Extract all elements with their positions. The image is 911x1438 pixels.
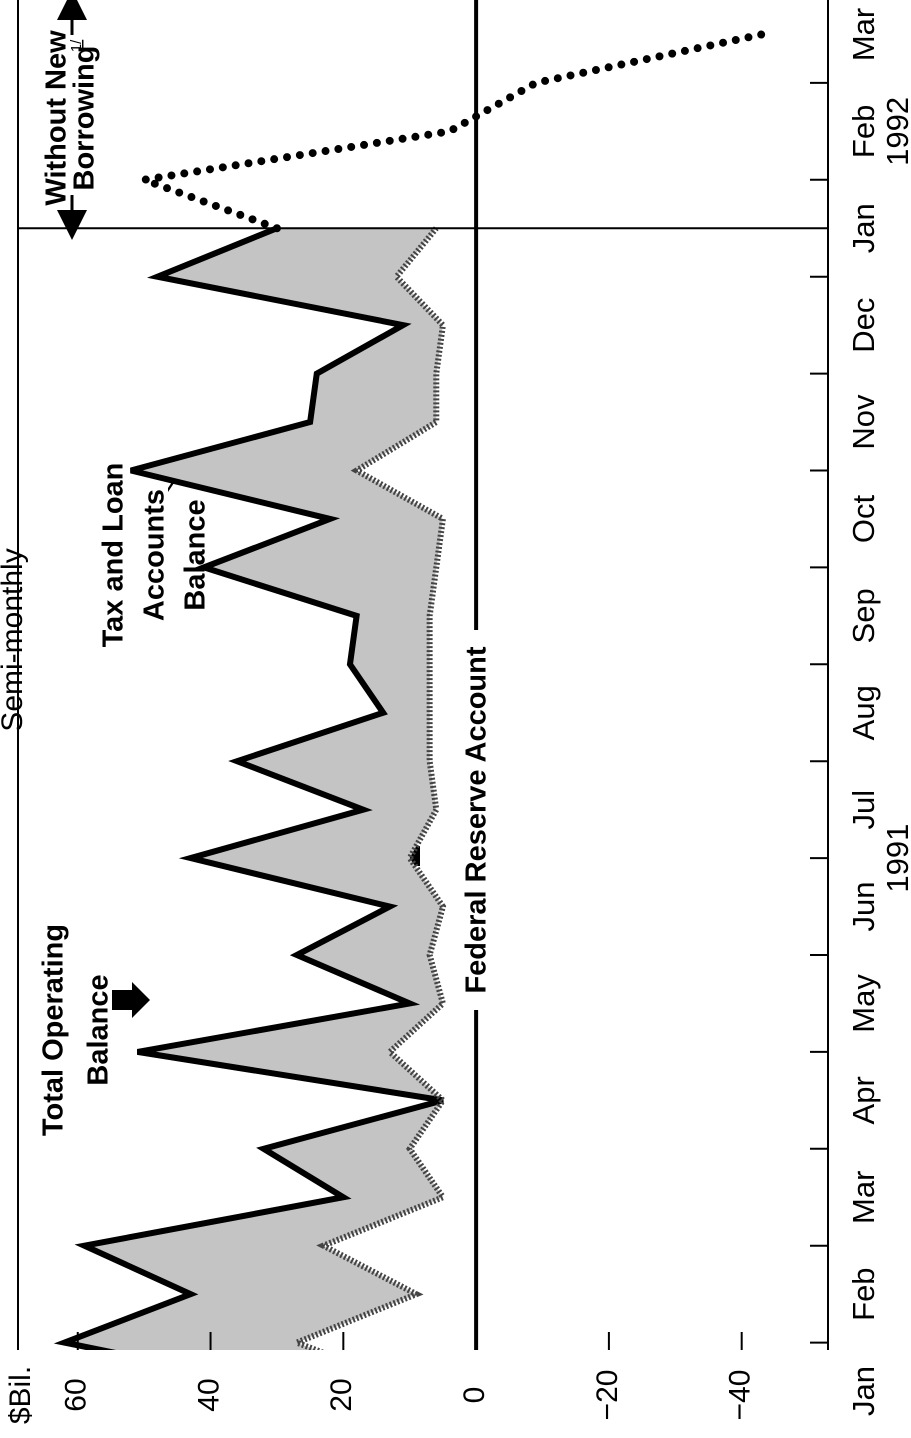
annotation: Federal Reserve Account [461,646,493,993]
x-tick-label: May [846,974,881,1033]
annotation: Balance [83,974,115,1085]
annotation: Borrowing [69,46,101,191]
annotation: Balance [180,499,212,610]
shaded-area [64,228,443,1350]
x-tick-label: Nov [846,394,881,450]
x-tick-label: Jan [846,1366,881,1416]
year-label: 1992 [880,97,911,166]
y-tick-label: −20 [591,1370,624,1421]
annotation: Accounts [139,489,171,621]
subtitle: Semi-monthly [0,548,29,731]
annotation-arrow [112,982,150,1018]
annotation: Tax and Loan [98,463,130,648]
y-tick-label: 40 [192,1378,225,1411]
y-tick-label: 60 [60,1378,93,1411]
label-background [460,630,496,1010]
series-line [128,30,766,233]
x-tick-label: Jan [846,203,881,253]
x-tick-label: Feb [846,1267,881,1320]
series-line [53,225,444,1350]
x-tick-label: Sep [846,588,881,643]
annotation: Total Operating [38,924,70,1136]
footnote-mark: 1/ [68,39,85,52]
x-tick-label: Apr [846,1076,881,1124]
year-label: 1991 [880,824,911,893]
y-tick-label: 0 [458,1387,491,1404]
x-tick-label: Aug [846,685,881,740]
annotation: Without New [41,30,73,206]
y-axis-label: $Bil. [4,1366,37,1424]
x-tick-label: Dec [846,298,881,353]
x-tick-label: Feb [846,105,881,158]
x-tick-label: Mar [846,8,881,61]
y-tick-label: 20 [325,1378,358,1411]
plot-area [53,30,766,1350]
x-tick-label: Jul [846,790,881,830]
x-tick-label: Oct [846,494,881,543]
x-tick-label: Mar [846,1171,881,1224]
y-tick-label: −40 [724,1370,757,1421]
x-tick-label: Jun [846,882,881,932]
